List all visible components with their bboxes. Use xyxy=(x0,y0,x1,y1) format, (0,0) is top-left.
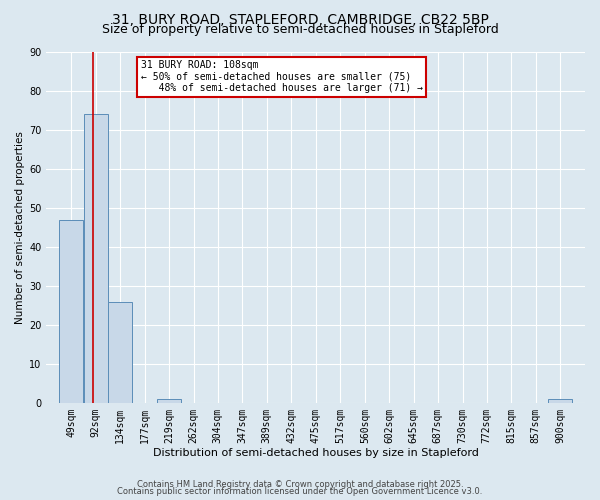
Y-axis label: Number of semi-detached properties: Number of semi-detached properties xyxy=(15,131,25,324)
Bar xyxy=(548,400,572,403)
Text: Size of property relative to semi-detached houses in Stapleford: Size of property relative to semi-detach… xyxy=(101,22,499,36)
Bar xyxy=(108,302,132,403)
Bar xyxy=(157,400,181,403)
Bar xyxy=(83,114,108,403)
Text: 31 BURY ROAD: 108sqm
← 50% of semi-detached houses are smaller (75)
   48% of se: 31 BURY ROAD: 108sqm ← 50% of semi-detac… xyxy=(140,60,422,94)
X-axis label: Distribution of semi-detached houses by size in Stapleford: Distribution of semi-detached houses by … xyxy=(153,448,479,458)
Bar xyxy=(59,220,83,403)
Text: Contains public sector information licensed under the Open Government Licence v3: Contains public sector information licen… xyxy=(118,488,482,496)
Text: Contains HM Land Registry data © Crown copyright and database right 2025.: Contains HM Land Registry data © Crown c… xyxy=(137,480,463,489)
Text: 31, BURY ROAD, STAPLEFORD, CAMBRIDGE, CB22 5BP: 31, BURY ROAD, STAPLEFORD, CAMBRIDGE, CB… xyxy=(112,12,488,26)
